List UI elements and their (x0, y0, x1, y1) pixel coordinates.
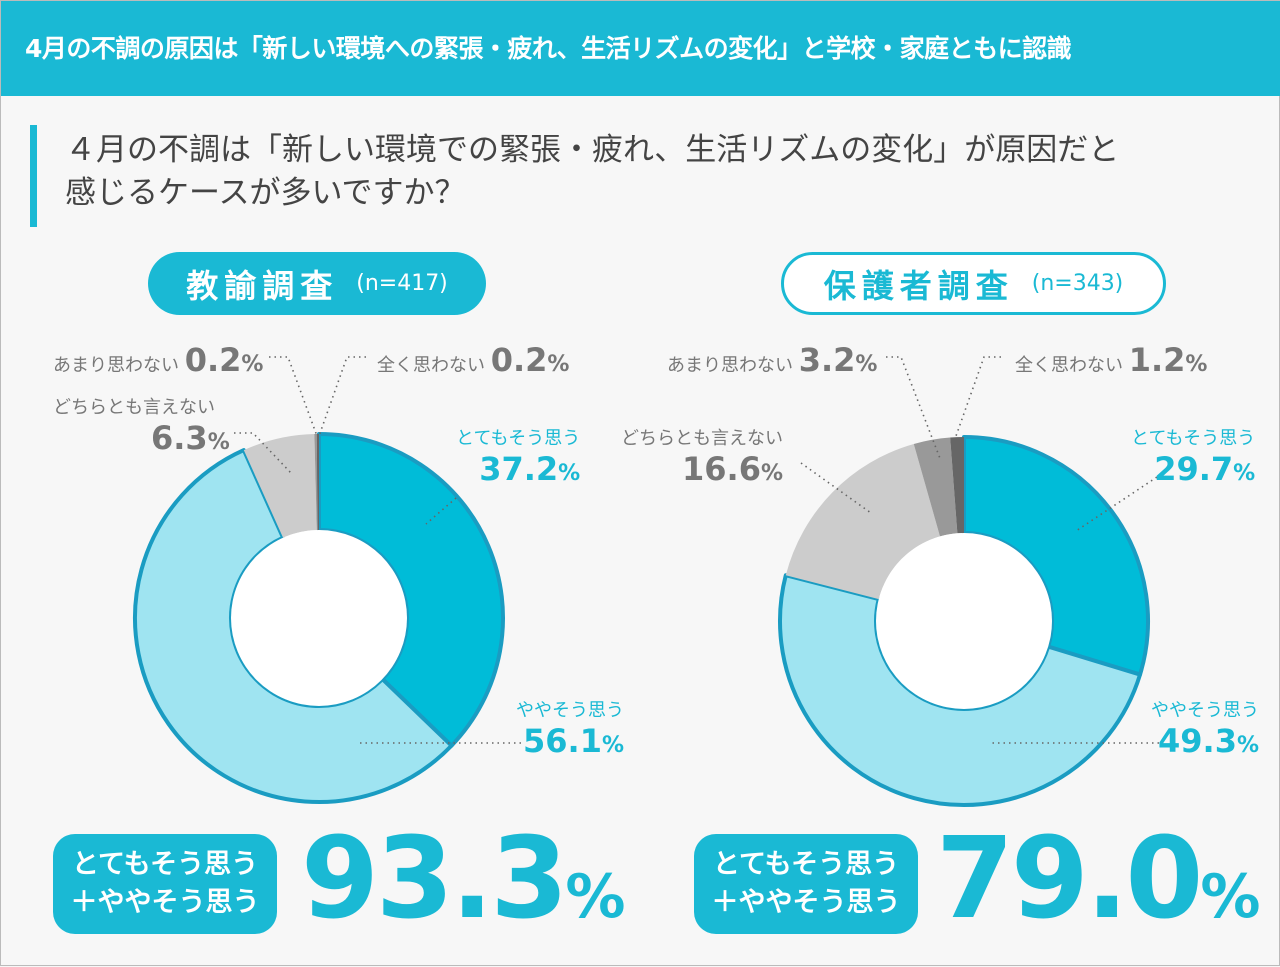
category: どちらとも言えない (621, 428, 783, 449)
value: 16.6% (682, 450, 783, 488)
leader-line (800, 462, 872, 514)
value: 0.2% (490, 341, 570, 379)
question-line1: ４月の不調は「新しい環境での緊張・疲れ、生活リズムの変化」が原因だと (65, 132, 1120, 168)
question-line2: 感じるケースが多いですか？ (65, 175, 466, 211)
label-parent-very: とてもそう思う 29.7% (1131, 424, 1255, 488)
teacher-slice-neutral (243, 434, 317, 538)
leader-line (318, 356, 366, 437)
value: 56.1% (523, 722, 624, 760)
value: 3.2% (798, 341, 878, 379)
leader-line (955, 356, 1001, 437)
value: 6.3% (151, 419, 230, 457)
category: ややそう思う (516, 700, 624, 721)
label-teacher-notmuch: あまり思わない 0.2% (53, 341, 263, 379)
teacher-summary-value: 93.3% (301, 814, 625, 944)
parent-survey-title: 保護者調査 (823, 266, 1014, 305)
teacher-survey-n: (n=417) (356, 271, 448, 296)
parent-slice-notmuch (913, 437, 958, 537)
leader-line (425, 497, 457, 525)
category: とてもそう思う (1131, 428, 1256, 449)
label-parent-neutral: どちらとも言えない 16.6% (621, 424, 783, 488)
parent-summary-box: とてもそう思う ＋ややそう思う (694, 834, 918, 934)
parent-donut-hole (876, 533, 1052, 709)
value: 29.7% (1154, 450, 1256, 488)
teacher-donut-hole (231, 530, 407, 706)
category: どちらとも言えない (53, 397, 215, 418)
parent-survey-n: (n=343) (1031, 271, 1124, 296)
question-accent-bar (30, 125, 37, 227)
category: ややそう思う (1151, 700, 1259, 721)
question-text: ４月の不調は「新しい環境での緊張・疲れ、生活リズムの変化」が原因だと 感じるケー… (65, 129, 1245, 215)
teacher-summary-box: とてもそう思う ＋ややそう思う (53, 834, 277, 934)
leader-line (234, 432, 292, 474)
category: あまり思わない (667, 355, 793, 376)
header-title: 4月の不調の原因は「新しい環境への緊張・疲れ、生活リズムの変化」と学校・家庭とも… (1, 1, 1280, 96)
label-teacher-notatall: 全く思わない 0.2% (377, 341, 569, 379)
label-teacher-very: とてもそう思う 37.2% (456, 424, 580, 488)
value: 1.2% (1128, 341, 1208, 379)
parent-survey-pill: 保護者調査 (n=343) (781, 252, 1166, 315)
teacher-slice-notmuch (314, 434, 318, 531)
teacher-survey-pill: 教諭調査 (n=417) (148, 252, 486, 315)
category: 全く思わない (377, 355, 485, 376)
leader-line (886, 356, 942, 462)
label-parent-notmuch: あまり思わない 3.2% (667, 341, 877, 379)
category: あまり思わない (53, 355, 179, 376)
parent-slice-neutral (785, 443, 940, 600)
teacher-slice-notatall (316, 434, 319, 531)
parent-slice-notatall (950, 437, 964, 534)
label-parent-notatall: 全く思わない 1.2% (1015, 341, 1207, 379)
teacher-survey-title: 教諭調査 (186, 266, 339, 305)
value: 0.2% (184, 341, 264, 379)
parent-summary-value: 79.0% (936, 814, 1260, 944)
label-teacher-neutral: どちらとも言えない 6.3% (53, 393, 230, 457)
value: 49.3% (1158, 722, 1259, 760)
leader-line (269, 356, 318, 437)
category: とてもそう思う (456, 428, 581, 449)
label-parent-somewhat: ややそう思う 49.3% (1151, 696, 1259, 760)
category: 全く思わない (1015, 355, 1123, 376)
teacher-slice-very (317, 432, 505, 748)
label-teacher-somewhat: ややそう思う 56.1% (516, 696, 624, 760)
value: 37.2% (479, 450, 581, 488)
